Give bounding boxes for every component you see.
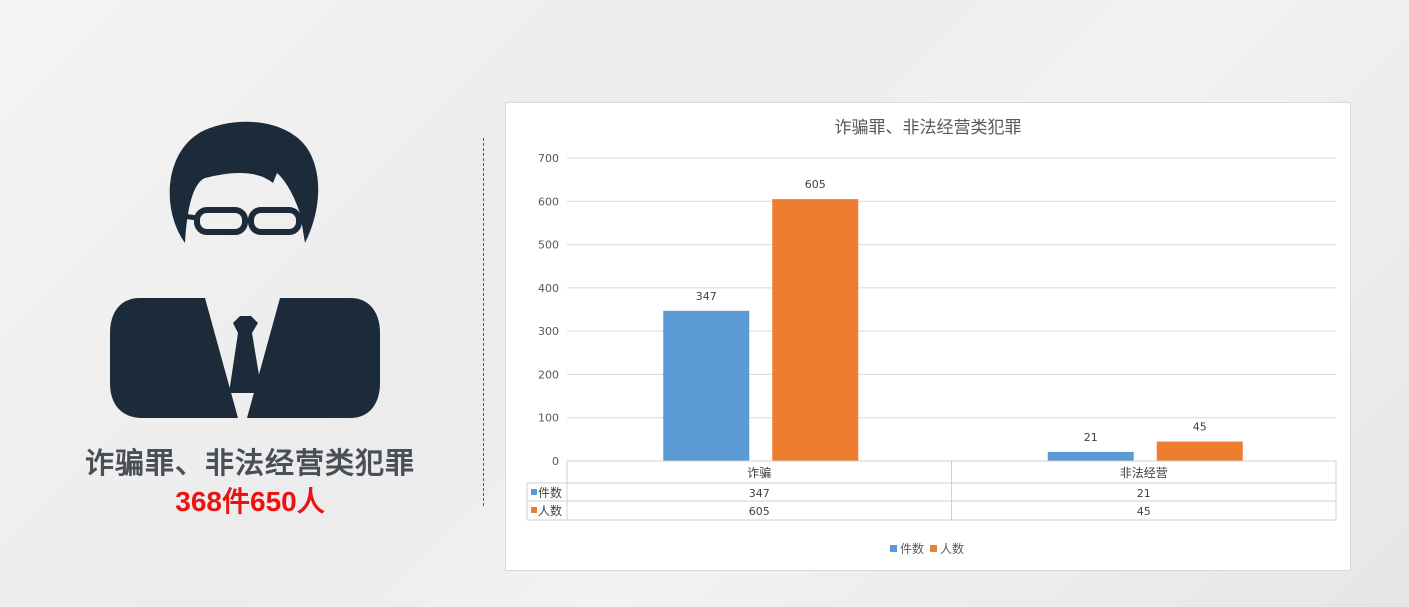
table-value: 21 [1137,487,1151,500]
legend-label: 件数 [900,541,924,556]
table-value: 45 [1137,505,1151,518]
legend-key-人数 [531,507,537,513]
table-series-label: 人数 [538,503,562,518]
y-tick-label: 100 [538,412,559,425]
table-category: 非法经营 [1120,466,1168,480]
y-tick-label: 700 [538,152,559,165]
data-label: 605 [805,178,826,191]
data-label: 21 [1084,431,1098,444]
y-tick-label: 500 [538,239,559,252]
data-label: 45 [1193,421,1207,434]
chart-title: 诈骗罪、非法经营类犯罪 [835,118,1022,138]
bar-人数 [772,199,859,461]
bar-chart: 诈骗罪、非法经营类犯罪 0 100 200 300 400 500 600 700 347 605 2… [526,118,1337,556]
chart-card: 诈骗罪、非法经营类犯罪 0 100 200 300 400 500 600 700 347 605 2… [505,102,1351,571]
bar-件数 [663,310,750,461]
divider [483,138,484,506]
legend-label: 人数 [940,541,964,556]
table-value: 605 [749,505,770,518]
y-tick-label: 400 [538,282,559,295]
crime-stats: 368件650人 [175,486,325,517]
data-label: 347 [696,290,717,303]
table-series-label: 件数 [538,485,562,500]
y-tick-label: 300 [538,325,559,338]
y-tick-label: 0 [552,455,559,468]
y-tick-label: 200 [538,368,559,381]
legend-key-件数 [531,489,537,495]
bar-人数 [1156,441,1243,461]
legend-marker-人数 [930,545,937,552]
crime-category-caption: 诈骗罪、非法经营类犯罪 [84,446,415,480]
table-value: 347 [749,487,770,500]
legend-marker-件数 [890,545,897,552]
table-category: 诈骗 [747,465,771,480]
y-tick-label: 600 [538,195,559,208]
businessman-icon [105,118,385,427]
bar-件数 [1047,451,1134,461]
